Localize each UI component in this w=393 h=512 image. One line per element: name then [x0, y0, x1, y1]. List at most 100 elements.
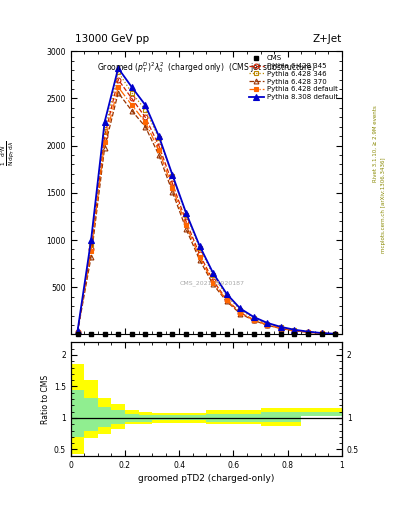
Pythia 6.428 346 [292, 327, 297, 333]
Pythia 6.428 370 [102, 144, 107, 151]
Pythia 8.308 default [306, 329, 310, 335]
Pythia 8.308 default [129, 84, 134, 90]
Pythia 6.428 346 [89, 242, 94, 248]
X-axis label: groomed pTD2 (charged-only): groomed pTD2 (charged-only) [138, 474, 275, 483]
Pythia 6.428 default [75, 329, 80, 335]
Pythia 6.428 default [89, 248, 94, 254]
Pythia 6.428 default [184, 222, 188, 228]
Pythia 6.428 346 [102, 129, 107, 135]
Line: Pythia 6.428 346: Pythia 6.428 346 [75, 70, 338, 336]
Pythia 8.308 default [279, 324, 283, 330]
Text: 13000 GeV pp: 13000 GeV pp [75, 33, 149, 44]
Pythia 6.428 370 [306, 329, 310, 335]
Pythia 6.428 default [211, 280, 215, 286]
Text: Rivet 3.1.10, ≥ 2.9M events: Rivet 3.1.10, ≥ 2.9M events [373, 105, 378, 182]
Pythia 6.428 default [116, 84, 121, 90]
Pythia 6.428 346 [184, 211, 188, 218]
Pythia 6.428 default [265, 322, 270, 328]
Pythia 8.308 default [292, 327, 297, 333]
Pythia 6.428 default [170, 184, 175, 190]
Pythia 6.428 370 [279, 326, 283, 332]
Pythia 6.428 default [252, 317, 256, 323]
Pythia 6.428 default [279, 325, 283, 331]
Pythia 6.428 370 [129, 108, 134, 114]
Pythia 6.428 345 [143, 114, 148, 120]
Line: Pythia 6.428 345: Pythia 6.428 345 [75, 77, 338, 336]
Pythia 6.428 default [238, 310, 242, 316]
Pythia 6.428 345 [89, 246, 94, 252]
Pythia 6.428 default [306, 329, 310, 335]
Pythia 6.428 370 [319, 330, 324, 336]
Pythia 6.428 370 [252, 317, 256, 324]
Pythia 6.428 default [102, 139, 107, 145]
Pythia 8.308 default [238, 306, 242, 312]
Pythia 6.428 345 [116, 76, 121, 82]
Text: $\frac{1}{\mathrm{N}}\frac{\mathrm{d}^2N}{\mathrm{d}p_T\,\mathrm{d}\lambda}$: $\frac{1}{\mathrm{N}}\frac{\mathrm{d}^2N… [0, 141, 17, 166]
Pythia 8.308 default [116, 65, 121, 71]
Pythia 6.428 345 [306, 329, 310, 335]
Pythia 8.308 default [102, 119, 107, 125]
Line: Pythia 6.428 default: Pythia 6.428 default [75, 84, 338, 336]
Pythia 6.428 370 [265, 322, 270, 328]
Pythia 6.428 default [292, 328, 297, 334]
Pythia 6.428 346 [224, 293, 229, 299]
Pythia 8.308 default [156, 133, 161, 139]
Pythia 6.428 346 [129, 90, 134, 96]
Pythia 6.428 346 [170, 173, 175, 179]
Pythia 6.428 346 [116, 69, 121, 75]
Line: Pythia 8.308 default: Pythia 8.308 default [74, 65, 338, 337]
Pythia 6.428 370 [224, 298, 229, 305]
Pythia 6.428 346 [306, 329, 310, 335]
Pythia 6.428 default [197, 254, 202, 260]
Pythia 6.428 370 [116, 90, 121, 96]
Y-axis label: Ratio to CMS: Ratio to CMS [40, 374, 50, 423]
Pythia 6.428 370 [89, 254, 94, 260]
Pythia 8.308 default [211, 270, 215, 276]
Pythia 6.428 345 [333, 331, 338, 337]
Pythia 8.308 default [170, 172, 175, 178]
Pythia 6.428 370 [292, 328, 297, 334]
Pythia 6.428 370 [184, 226, 188, 232]
Pythia 6.428 370 [156, 152, 161, 158]
Pythia 8.308 default [89, 237, 94, 243]
Pythia 6.428 370 [197, 257, 202, 263]
Pythia 6.428 345 [252, 317, 256, 323]
Pythia 6.428 345 [184, 218, 188, 224]
Text: Groomed $(p_T^D)^2\lambda_0^2$  (charged only)  (CMS jet substructure): Groomed $(p_T^D)^2\lambda_0^2$ (charged … [97, 60, 316, 75]
Pythia 6.428 370 [211, 281, 215, 287]
Pythia 6.428 370 [170, 189, 175, 195]
Pythia 6.428 345 [75, 329, 80, 335]
Pythia 6.428 default [143, 119, 148, 125]
Pythia 6.428 346 [319, 330, 324, 336]
Line: Pythia 6.428 370: Pythia 6.428 370 [75, 90, 338, 336]
Pythia 6.428 345 [102, 133, 107, 139]
Pythia 6.428 370 [143, 124, 148, 130]
Pythia 6.428 346 [156, 135, 161, 141]
Pythia 6.428 345 [238, 310, 242, 316]
Pythia 6.428 346 [143, 106, 148, 113]
Pythia 6.428 346 [252, 315, 256, 321]
Pythia 6.428 default [224, 297, 229, 303]
Pythia 6.428 346 [75, 329, 80, 335]
Pythia 6.428 default [333, 331, 338, 337]
Pythia 8.308 default [319, 330, 324, 336]
Pythia 6.428 345 [279, 325, 283, 331]
Pythia 6.428 346 [238, 307, 242, 313]
Pythia 8.308 default [252, 314, 256, 320]
Pythia 8.308 default [184, 209, 188, 216]
Pythia 6.428 346 [197, 245, 202, 251]
Pythia 8.308 default [197, 243, 202, 249]
Pythia 6.428 default [319, 330, 324, 336]
Pythia 6.428 345 [170, 180, 175, 186]
Pythia 6.428 345 [197, 251, 202, 257]
Text: Z+Jet: Z+Jet [313, 33, 342, 44]
Pythia 6.428 345 [224, 296, 229, 303]
Pythia 6.428 345 [156, 142, 161, 148]
Pythia 8.308 default [75, 328, 80, 334]
Pythia 6.428 default [129, 102, 134, 108]
Text: mcplots.cern.ch [arXiv:1306.3436]: mcplots.cern.ch [arXiv:1306.3436] [381, 157, 386, 252]
Pythia 6.428 370 [238, 311, 242, 317]
Pythia 6.428 345 [265, 322, 270, 328]
Pythia 6.428 default [156, 147, 161, 154]
Pythia 8.308 default [224, 291, 229, 297]
